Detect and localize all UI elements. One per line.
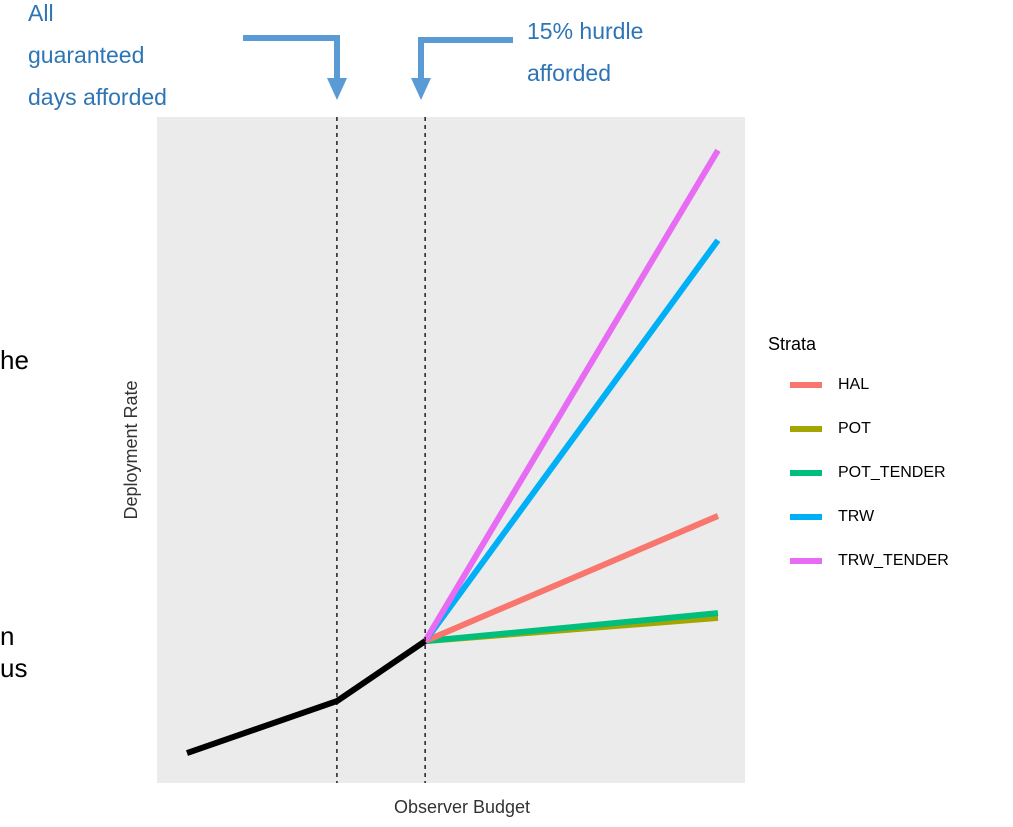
annotation-text: days afforded [28, 84, 167, 110]
arrow [243, 35, 340, 80]
slide-text: n [0, 621, 14, 651]
legend-label: POT_TENDER [838, 464, 946, 481]
legend-title: Strata [768, 334, 817, 354]
line [423, 513, 720, 644]
line [422, 238, 721, 643]
annotation-text: guaranteed [28, 42, 144, 68]
annotation-text: afforded [527, 60, 611, 86]
arrows [243, 35, 513, 100]
arrowhead [411, 78, 431, 100]
arrow [418, 37, 513, 80]
arrowhead [327, 78, 347, 100]
line [424, 610, 719, 645]
slide-text: us [0, 653, 27, 683]
annotation-text: 15% hurdle [527, 18, 643, 44]
y-axis-label: Deployment Rate [121, 380, 141, 519]
legend-label: HAL [838, 376, 869, 393]
legend-label: POT [838, 420, 871, 437]
plot-panel [157, 117, 745, 783]
legend-label: TRW_TENDER [838, 552, 949, 569]
x-axis-label: Observer Budget [394, 797, 530, 817]
slide-text: he [0, 345, 29, 375]
annotation-text: All [28, 0, 54, 26]
line [422, 148, 721, 643]
annotations: All guaranteed days afforded 15% hurdle affo… [28, 0, 643, 110]
legend-label: TRW [838, 508, 875, 525]
